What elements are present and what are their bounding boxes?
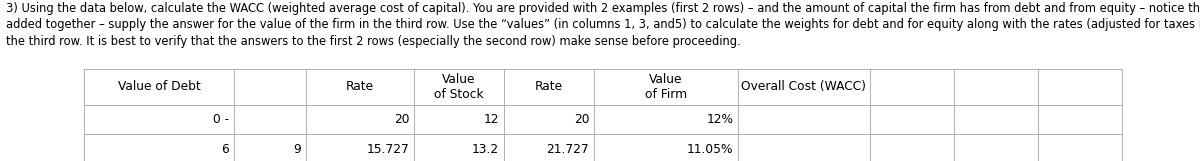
Text: 6: 6 [222, 143, 229, 156]
Text: Value
of Stock: Value of Stock [434, 73, 484, 101]
Text: 20: 20 [574, 113, 589, 126]
Text: 0 -: 0 - [214, 113, 229, 126]
Text: Overall Cost (WACC): Overall Cost (WACC) [742, 80, 866, 93]
Text: Rate: Rate [346, 80, 374, 93]
Text: 20: 20 [394, 113, 409, 126]
Text: 12: 12 [484, 113, 499, 126]
Text: 9: 9 [294, 143, 301, 156]
Text: 15.727: 15.727 [366, 143, 409, 156]
Text: Value of Debt: Value of Debt [118, 80, 200, 93]
Text: 21.727: 21.727 [546, 143, 589, 156]
Text: 12%: 12% [706, 113, 733, 126]
Text: 11.05%: 11.05% [686, 143, 733, 156]
Text: Value
of Firm: Value of Firm [644, 73, 688, 101]
Text: 3) Using the data below, calculate the WACC (weighted average cost of capital). : 3) Using the data below, calculate the W… [6, 2, 1200, 48]
Text: 13.2: 13.2 [472, 143, 499, 156]
Text: Rate: Rate [535, 80, 563, 93]
